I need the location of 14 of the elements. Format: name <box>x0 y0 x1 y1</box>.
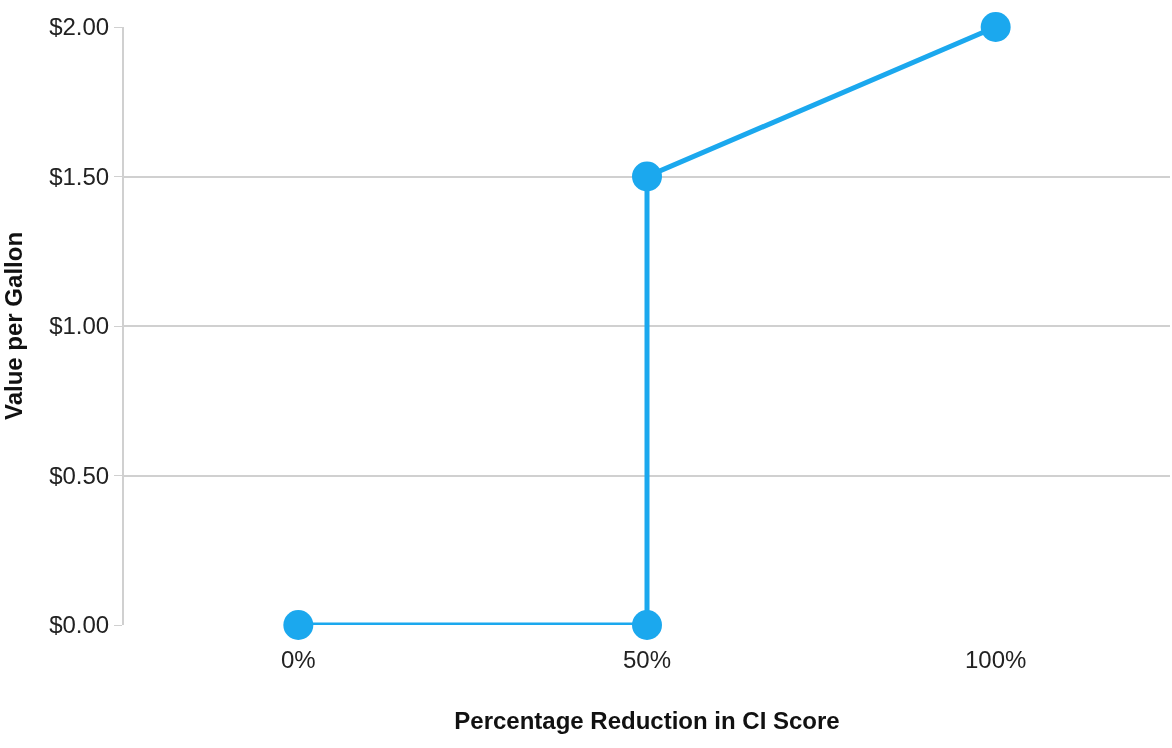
y-axis-title: Value per Gallon <box>0 231 27 421</box>
y-tick-label: $1.00 <box>49 312 110 340</box>
point <box>283 610 314 640</box>
y-tick-label: $2.00 <box>49 13 110 41</box>
y-tick-label: $0.50 <box>49 461 110 489</box>
point <box>632 610 662 640</box>
x-axis-title: Percentage Reduction in CI Score <box>454 707 840 735</box>
point <box>632 161 662 192</box>
x-tick-label: 0% <box>280 646 316 673</box>
y-tick-label: $1.50 <box>49 162 110 190</box>
x-tick-label: 50% <box>622 646 672 673</box>
x-tick-label: 100% <box>964 646 1027 673</box>
point <box>980 12 1011 42</box>
y-tick-label: $0.00 <box>49 611 110 639</box>
